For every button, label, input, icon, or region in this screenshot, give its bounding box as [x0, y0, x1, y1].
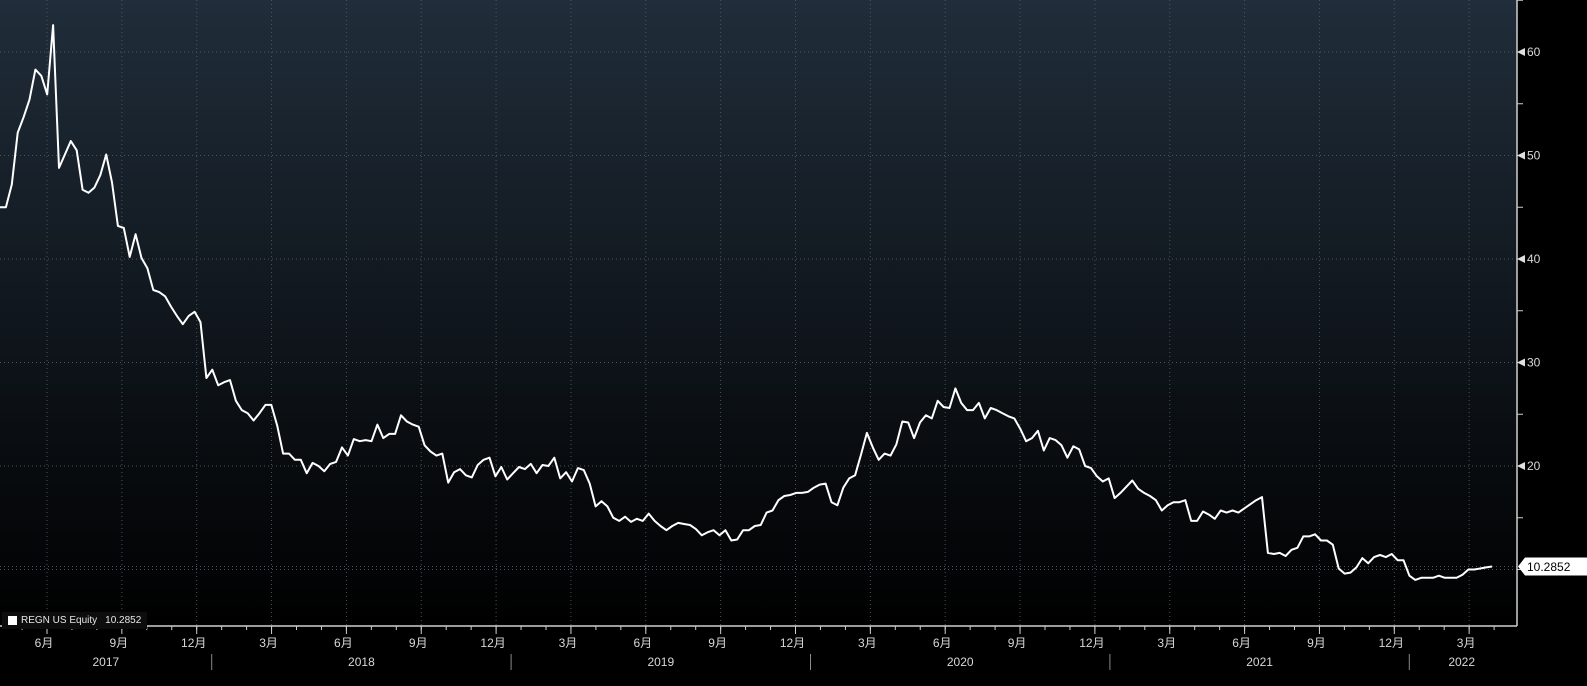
y-tick-label: 40 — [1527, 252, 1541, 266]
x-year-label: 2019 — [647, 655, 674, 669]
x-tick-label: 9月 — [708, 636, 727, 650]
y-tick-label: 60 — [1527, 45, 1541, 59]
x-tick-label: 6月 — [633, 636, 652, 650]
x-tick-label: 9月 — [110, 636, 129, 650]
legend-value: 10.2852 — [105, 615, 142, 626]
legend: REGN US Equity 10.2852 — [2, 612, 148, 629]
x-tick-label: 3月 — [1157, 636, 1176, 650]
x-tick-label: 3月 — [1457, 636, 1476, 650]
y-tick-marker — [1517, 462, 1525, 470]
x-tick-label: 3月 — [259, 636, 278, 650]
y-tick-marker — [1517, 255, 1525, 263]
x-tick-label: 9月 — [1307, 636, 1326, 650]
last-value-badge — [1518, 557, 1587, 576]
x-tick-label: 12月 — [181, 636, 206, 650]
y-tick-marker — [1517, 358, 1525, 367]
x-tick-label: 6月 — [1232, 636, 1251, 650]
x-year-label: 2018 — [348, 655, 375, 669]
x-tick-label: 6月 — [933, 636, 952, 650]
y-tick-label: 30 — [1527, 356, 1541, 370]
x-tick-label: 6月 — [35, 636, 54, 650]
y-tick-label: 50 — [1527, 149, 1541, 163]
x-tick-label: 12月 — [780, 636, 805, 650]
x-year-label: 2022 — [1448, 655, 1475, 669]
x-tick-label: 12月 — [1379, 636, 1404, 650]
x-tick-label: 9月 — [409, 636, 428, 650]
x-year-label: 2020 — [947, 655, 974, 669]
x-tick-label: 12月 — [1079, 636, 1104, 650]
x-tick-label: 3月 — [559, 636, 578, 650]
y-tick-marker — [1517, 48, 1525, 56]
x-year-label: 2017 — [92, 655, 119, 669]
plot-area — [0, 0, 1517, 626]
last-value-label: 10.2852 — [1527, 560, 1571, 574]
legend-label: REGN US Equity — [21, 615, 98, 626]
x-tick-label: 6月 — [334, 636, 353, 650]
x-tick-label: 3月 — [858, 636, 877, 650]
x-tick-label: 12月 — [480, 636, 505, 650]
x-tick-label: 9月 — [1008, 636, 1027, 650]
series-line — [0, 24, 1493, 581]
legend-swatch — [8, 616, 17, 625]
x-year-label: 2021 — [1246, 655, 1273, 669]
y-tick-marker — [1517, 151, 1525, 160]
y-tick-label: 20 — [1527, 459, 1541, 473]
